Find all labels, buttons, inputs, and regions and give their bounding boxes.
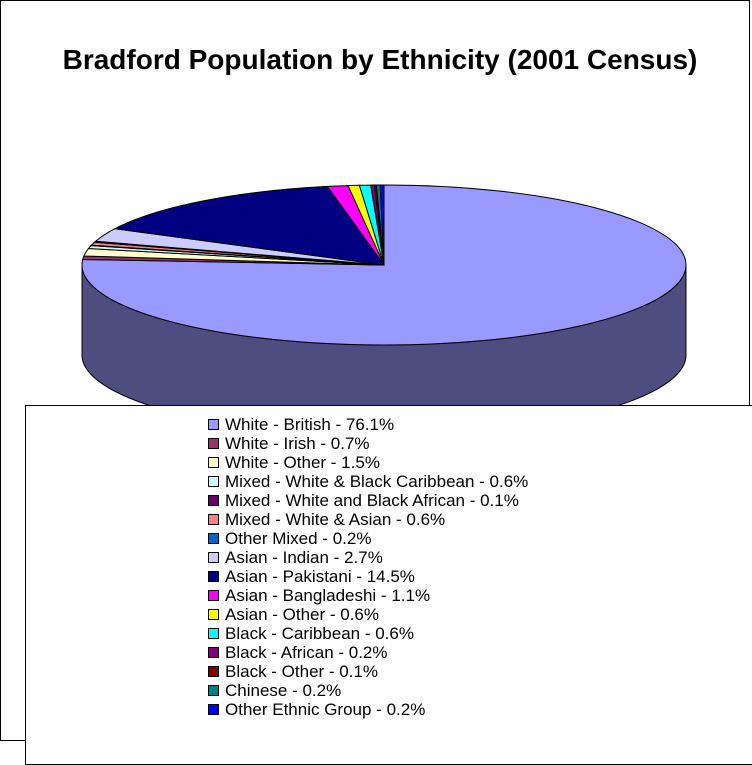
legend-label: Asian - Pakistani - 14.5%	[225, 567, 415, 586]
legend-item: Black - African - 0.2%	[208, 643, 528, 662]
legend-swatch	[208, 419, 219, 431]
legend-label: White - Other - 1.5%	[225, 453, 380, 472]
legend-swatch	[208, 609, 219, 621]
legend-swatch	[208, 552, 219, 564]
chart-title: Bradford Population by Ethnicity (2001 C…	[62, 44, 698, 75]
legend-swatch	[208, 628, 219, 640]
legend-swatch	[208, 571, 219, 583]
legend-label: Black - Other - 0.1%	[225, 662, 379, 681]
legend-swatch	[208, 685, 219, 697]
legend-label: Black - African - 0.2%	[225, 643, 388, 662]
legend-item: Mixed - White and Black African - 0.1%	[208, 491, 528, 510]
legend-label: Chinese - 0.2%	[225, 681, 342, 700]
legend-label: Mixed - White and Black African - 0.1%	[225, 491, 519, 510]
legend-label: Mixed - White & Black Caribbean - 0.6%	[225, 472, 529, 491]
legend-swatch	[208, 704, 219, 716]
pie-top-group	[81, 184, 687, 346]
legend-swatch	[208, 476, 219, 488]
legend-item: Black - Caribbean - 0.6%	[208, 624, 528, 643]
legend-label: Mixed - White & Asian - 0.6%	[225, 510, 446, 529]
legend-item: Asian - Pakistani - 14.5%	[208, 567, 528, 586]
legend-label: Other Ethnic Group - 0.2%	[225, 700, 426, 719]
legend-item: Chinese - 0.2%	[208, 681, 528, 700]
legend-swatch	[208, 495, 219, 507]
legend-swatch	[208, 590, 219, 602]
legend-swatch	[208, 666, 219, 678]
legend-item: White - Irish - 0.7%	[208, 434, 528, 453]
legend-swatch	[208, 438, 219, 450]
legend-item: White - British - 76.1%	[208, 415, 528, 434]
legend-item: Asian - Other - 0.6%	[208, 605, 528, 624]
pie-chart	[81, 184, 687, 436]
legend-item: Mixed - White & Black Caribbean - 0.6%	[208, 472, 528, 491]
legend: White - British - 76.1% White - Irish - 0…	[208, 415, 528, 719]
pie-slice-8	[113, 185, 386, 266]
legend-item: White - Other - 1.5%	[208, 453, 528, 472]
legend-item: Other Ethnic Group - 0.2%	[208, 700, 528, 719]
legend-swatch	[208, 533, 219, 545]
legend-label: Asian - Indian - 2.7%	[225, 548, 383, 567]
legend-box	[25, 405, 752, 765]
legend-label: Asian - Other - 0.6%	[225, 605, 380, 624]
legend-label: Other Mixed - 0.2%	[225, 529, 372, 548]
legend-swatch	[208, 514, 219, 526]
legend-label: Black - Caribbean - 0.6%	[225, 624, 414, 643]
legend-swatch	[208, 647, 219, 659]
legend-item: Mixed - White & Asian - 0.6%	[208, 510, 528, 529]
legend-item: Asian - Bangladeshi - 1.1%	[208, 586, 528, 605]
legend-label: Asian - Bangladeshi - 1.1%	[225, 586, 431, 605]
legend-label: White - British - 76.1%	[225, 415, 395, 434]
legend-label: White - Irish - 0.7%	[225, 434, 370, 453]
legend-item: Black - Other - 0.1%	[208, 662, 528, 681]
legend-item: Other Mixed - 0.2%	[208, 529, 528, 548]
legend-swatch	[208, 457, 219, 469]
pie-slice-15	[379, 184, 385, 266]
legend-item: Asian - Indian - 2.7%	[208, 548, 528, 567]
